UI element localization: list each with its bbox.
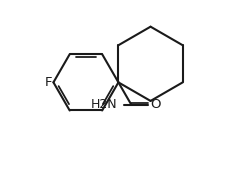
Text: F: F: [44, 76, 52, 89]
Text: H2N: H2N: [90, 98, 117, 111]
Text: O: O: [149, 98, 160, 111]
